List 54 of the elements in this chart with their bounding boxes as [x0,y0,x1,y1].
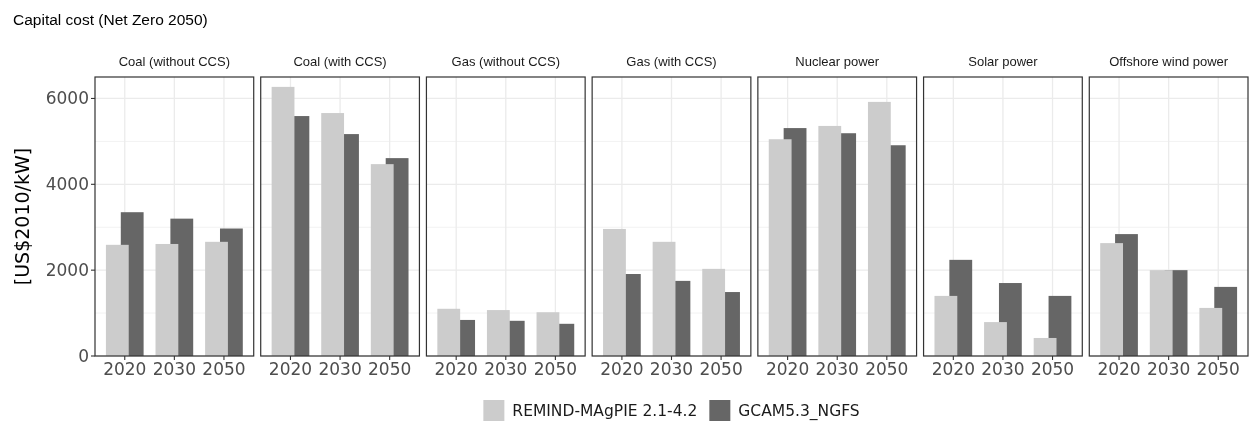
x-tick-label: 2030 [318,359,362,379]
bar [1033,337,1057,356]
x-tick-label: 2050 [533,359,578,379]
y-tick-label: 6000 [45,88,89,109]
y-tick-label: 4000 [45,174,89,195]
legend-label: GCAM5.3_NGFS [738,401,860,421]
y-axis-title: [US$2010/kW] [11,147,33,286]
x-tick-label: 2030 [484,359,528,379]
bar [536,312,560,356]
x-tick-label: 2020 [1097,359,1141,379]
x-tick-label: 2050 [1030,359,1075,379]
chart-subtitle: Nuclear power [795,54,880,69]
bar [652,241,676,356]
x-tick-label: 2030 [152,359,196,379]
chart-subtitle: Gas (without CCS) [451,54,560,69]
x-tick-label: 2020 [765,359,810,379]
x-tick-label: 2020 [600,359,644,379]
bar [1149,270,1173,356]
bar [603,228,626,356]
x-tick-label: 2030 [981,359,1025,379]
bar [984,322,1007,356]
x-tick-label: 2020 [931,359,975,379]
x-tick-label: 2020 [268,359,313,379]
y-tick-label: 0 [78,346,89,366]
bar [1199,307,1223,356]
x-tick-label: 2050 [865,359,909,379]
chart-subtitle: Gas (with CCS) [626,54,717,69]
x-tick-label: 2050 [699,359,743,379]
bar [437,308,461,356]
bar [321,113,345,356]
bar [1100,243,1124,356]
bar [205,241,228,356]
y-tick-label: 2000 [45,260,89,281]
bar [486,310,510,356]
x-tick-label: 2050 [202,359,246,379]
x-tick-label: 2030 [649,359,694,379]
x-tick-label: 2050 [368,359,412,379]
x-tick-label: 2020 [434,359,478,379]
bar [370,164,394,356]
x-tick-label: 2020 [103,359,147,379]
bar [155,243,179,356]
chart-subtitle: Coal (with CCS) [293,54,387,69]
bar [702,268,726,356]
x-tick-label: 2030 [1147,359,1191,379]
legend-label: REMIND-MAgPIE 2.1-4.2 [512,401,698,420]
chart-subtitle: Offshore wind power [1109,54,1229,69]
x-tick-label: 2050 [1196,359,1240,379]
chart-title: Capital cost (Net Zero 2050) [13,11,208,28]
chart-subtitle: Coal (without CCS) [118,54,230,69]
chart-subtitle: Solar power [968,54,1039,69]
bar [271,86,295,356]
bar [105,244,129,356]
bar [934,295,958,356]
x-tick-label: 2030 [815,359,859,379]
